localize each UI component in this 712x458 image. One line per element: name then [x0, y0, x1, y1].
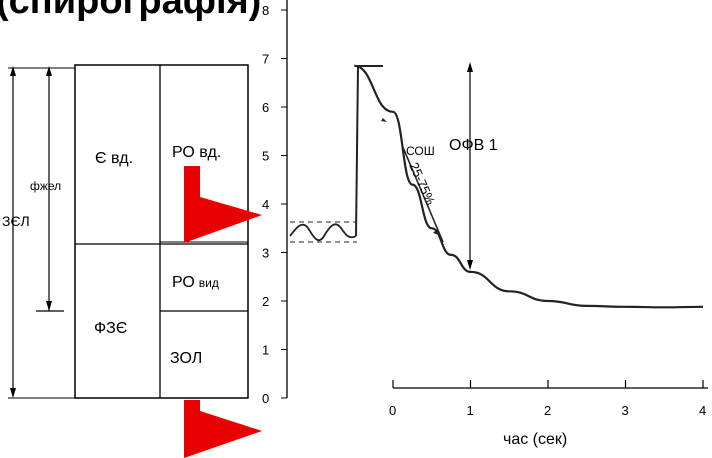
- x-axis-label: час (сек): [503, 431, 567, 448]
- y-tick-label: 8: [262, 3, 269, 18]
- red-arrow-pointer-upper: [184, 166, 262, 243]
- x-tick-label: 0: [389, 403, 396, 418]
- forced-expiration-curve: [354, 64, 704, 309]
- y-tick-label: 3: [262, 246, 269, 261]
- y-axis-ticks: 0 1 2 3 4 5 6 7 8: [262, 3, 287, 406]
- zel-arrow-head-bottom: [10, 388, 16, 398]
- page-title: (спирографія): [0, 0, 262, 22]
- y-tick-label: 0: [262, 391, 269, 406]
- label-ro-vd: РО вд.: [172, 144, 221, 161]
- ofv1-arrow-head-bottom: [467, 260, 473, 270]
- label-e-vd: Є вд.: [95, 150, 133, 167]
- label-ro-vyd: РО вид: [172, 274, 219, 291]
- label-fzhel: фжел: [30, 179, 61, 193]
- max-inspiration-line: [355, 65, 383, 237]
- y-tick-label: 2: [262, 294, 269, 309]
- lung-volumes-diagram: ЗЄЛ фжел Є вд. РО вд. РО вид ФЗЄ ЗОЛ: [2, 64, 249, 399]
- y-tick-label: 4: [262, 197, 269, 212]
- red-arrow-pointer-lower: [184, 400, 262, 458]
- volumes-frame: [74, 64, 249, 399]
- y-tick-label: 7: [262, 52, 269, 67]
- x-axis-ticks: 0 1 2 3 4: [389, 380, 706, 418]
- label-sosh: СОШ: [406, 144, 435, 158]
- fzhel-arrow-head-bottom: [46, 301, 52, 311]
- fef-25-75-chord: [401, 144, 444, 243]
- label-zel: ЗЄЛ: [2, 213, 30, 229]
- fef-range-markers: [381, 118, 439, 235]
- x-tick-label: 4: [699, 403, 706, 418]
- ofv1-arrow-head-top: [467, 62, 473, 72]
- zel-arrow-head-top: [10, 66, 16, 76]
- y-tick-label: 6: [262, 100, 269, 115]
- x-tick-label: 3: [622, 403, 629, 418]
- x-tick-label: 2: [544, 403, 551, 418]
- label-ofv1: ОФВ 1: [449, 137, 498, 154]
- fzhel-arrow-head-top: [46, 66, 52, 76]
- x-tick-label: 1: [467, 403, 474, 418]
- y-tick-label: 1: [262, 343, 269, 358]
- label-fze: ФЗЄ: [94, 320, 127, 337]
- tidal-breathing-wave: [289, 223, 357, 241]
- y-tick-label: 5: [262, 149, 269, 164]
- label-zol: ЗОЛ: [170, 350, 202, 367]
